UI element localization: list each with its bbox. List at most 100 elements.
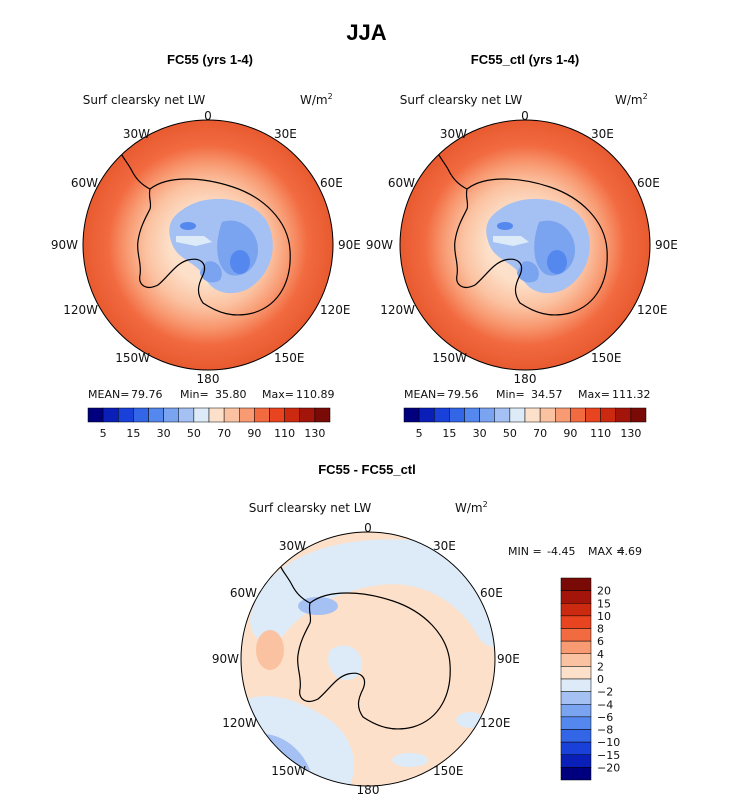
panel-c-max-label: MAX = — [588, 545, 625, 558]
panel-b-title: FC55_ctl (yrs 1-4) — [471, 52, 579, 67]
panel-c-colorbar-tick-label: −6 — [597, 711, 613, 724]
panel-c-colorbar-swatch — [560, 603, 592, 617]
panel-b-lon-150e: 150E — [591, 351, 622, 365]
panel-b-lon-60e: 60E — [637, 176, 660, 190]
panel-c-max-value: 4.69 — [618, 545, 643, 558]
panel-c-lon-30w: 30W — [279, 539, 306, 553]
panel-b-colorbar-tick-label: 70 — [533, 427, 547, 440]
panel-a-colorbar-swatch — [193, 407, 210, 423]
panel-a-colorbar-swatch — [87, 407, 104, 423]
panel-a-lon-90w: 90W — [51, 238, 78, 252]
panel-a-colorbar-swatch — [133, 407, 149, 423]
panel-c-colorbar-swatch — [560, 653, 592, 667]
panel-b-max-label: Max= — [578, 388, 610, 401]
panel-a-colorbar-tick-label: 50 — [187, 427, 201, 440]
panel-c-field — [241, 532, 495, 786]
panel-b-variable: Surf clearsky net LW — [400, 93, 523, 107]
panel-a-min-label: Min= — [180, 388, 209, 401]
panel-c-colorbar-swatch — [560, 590, 592, 604]
panel-a-lon-120w: 120W — [63, 303, 98, 317]
panel-c-lon-60e: 60E — [480, 586, 503, 600]
panel-b-lon-60w: 60W — [388, 176, 415, 190]
panel-b-colorbar-tick-label: 90 — [563, 427, 577, 440]
panel-c-lon-60w: 60W — [230, 586, 257, 600]
panel-c-colorbar-tick-label: 6 — [597, 635, 604, 648]
panel-a-colorbar-swatch — [223, 407, 240, 423]
panel-c-colorbar-tick-label: −2 — [597, 686, 613, 699]
panel-c-colorbar-swatch — [560, 754, 592, 768]
panel-b-field — [400, 120, 650, 370]
panel-c-lon-150e: 150E — [433, 764, 464, 778]
panel-c-colorbar-tick-label: −4 — [597, 698, 613, 711]
panel-b-min-value: 34.57 — [531, 388, 563, 401]
panel-c-colorbar-swatch — [560, 628, 592, 642]
panel-a-colorbar-tick-label: 15 — [126, 427, 140, 440]
panel-a-lon-30e: 30E — [274, 127, 297, 141]
panel-c-map-boundary — [240, 531, 496, 787]
panel-c-colorbar-tick-label: 2 — [597, 660, 604, 673]
panel-c-colorbar-tick-label: 0 — [597, 673, 604, 686]
panel-c-lon-30e: 30E — [433, 539, 456, 553]
panel-b-colorbar-swatch — [434, 407, 450, 423]
panel-c-title: FC55 - FC55_ctl — [318, 462, 416, 477]
panel-b-lon-30w: 30W — [440, 127, 467, 141]
panel-b-colorbar-tick-label: 50 — [503, 427, 517, 440]
panel-b-colorbar-swatch — [494, 407, 511, 423]
panel-b-colorbar-swatch — [524, 407, 541, 423]
panel-b-lon-150w: 150W — [432, 351, 467, 365]
panel-b-colorbar-swatch — [630, 407, 647, 423]
panel-c-colorbar-tick-label: 20 — [597, 585, 611, 598]
panel-c-lon-0: 0 — [364, 521, 372, 535]
panel-c-lon-150w: 150W — [271, 764, 306, 778]
panel-a-colorbar-swatch — [269, 407, 285, 423]
panel-b-colorbar-tick-label: 5 — [416, 427, 423, 440]
panel-fc55: FC55 (yrs 1-4) Surf clearsky net LW W/m2… — [51, 52, 361, 440]
panel-b-max-value: 111.32 — [612, 388, 651, 401]
panel-b-colorbar-swatch — [600, 407, 616, 423]
panel-c-colorbar-swatch — [560, 716, 592, 730]
panel-c-lon-90w: 90W — [212, 652, 239, 666]
panel-c-colorbar-swatch — [560, 640, 592, 654]
panel-a-lon-60e: 60E — [320, 176, 343, 190]
panel-c-variable: Surf clearsky net LW — [249, 501, 372, 515]
panel-b-colorbar-swatch — [585, 407, 601, 423]
panel-c-colorbar-tick-label: −10 — [597, 736, 620, 749]
panel-b-lon-180: 180 — [514, 372, 537, 386]
panel-b-mean-value: 79.56 — [447, 388, 479, 401]
panel-b-colorbar-swatch — [449, 407, 465, 423]
panel-c-colorbar-swatch — [560, 767, 592, 781]
panel-a-colorbar-swatch — [178, 407, 195, 423]
panel-c-units: W/m2 — [455, 500, 488, 515]
panel-c-min-value: -4.45 — [547, 545, 575, 558]
panel-a-lon-60w: 60W — [71, 176, 98, 190]
panel-a-colorbar-swatch — [148, 407, 164, 423]
panel-c-colorbar-tick-label: −20 — [597, 761, 620, 774]
panel-a-colorbar-tick-label: 110 — [274, 427, 295, 440]
panel-b-colorbar-swatch — [555, 407, 571, 423]
panel-c-colorbar-swatch — [560, 729, 592, 743]
panel-a-title: FC55 (yrs 1-4) — [167, 52, 253, 67]
panel-b-colorbar-swatch — [479, 407, 495, 423]
panel-c-lon-90e: 90E — [497, 652, 520, 666]
panel-b-map-boundary — [399, 119, 651, 371]
panel-b-colorbar-tick-label: 110 — [590, 427, 611, 440]
panel-b-lon-0: 0 — [521, 109, 529, 123]
panel-b-colorbar-swatch — [570, 407, 586, 423]
panel-a-mean-label: MEAN= — [88, 388, 129, 401]
panel-c-colorbar-tick-label: 8 — [597, 623, 604, 636]
panel-b-colorbar: 5 15 30 50 70 90 110 130 — [403, 407, 647, 440]
panel-c-colorbar-tick-label: 4 — [597, 648, 604, 661]
panel-fc55-ctl: FC55_ctl (yrs 1-4) Surf clearsky net LW … — [366, 52, 678, 440]
panel-a-lon-30w: 30W — [123, 127, 150, 141]
panel-b-colorbar-tick-label: 130 — [620, 427, 641, 440]
panel-b-colorbar-swatch — [509, 407, 526, 423]
panel-b-colorbar-swatch — [403, 407, 420, 423]
panel-c-min-label: MIN = — [508, 545, 542, 558]
panel-a-colorbar-tick-label: 90 — [247, 427, 261, 440]
panel-a-colorbar-swatch — [118, 407, 134, 423]
panel-a-colorbar-swatch — [299, 407, 316, 423]
panel-b-lon-90e: 90E — [655, 238, 678, 252]
panel-a-lon-90e: 90E — [338, 238, 361, 252]
